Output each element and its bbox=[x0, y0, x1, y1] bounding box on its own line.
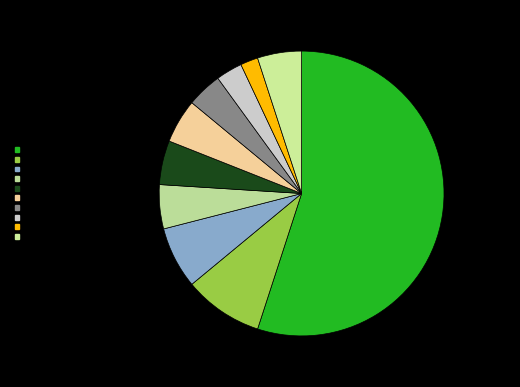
Wedge shape bbox=[257, 51, 302, 194]
Wedge shape bbox=[169, 103, 302, 194]
Wedge shape bbox=[164, 194, 302, 284]
Wedge shape bbox=[192, 194, 302, 329]
Wedge shape bbox=[192, 78, 302, 194]
Wedge shape bbox=[257, 51, 444, 336]
Legend: , , , , , , , , , : , , , , , , , , , bbox=[14, 147, 21, 240]
Wedge shape bbox=[218, 65, 302, 194]
Wedge shape bbox=[159, 185, 302, 229]
Wedge shape bbox=[241, 58, 302, 194]
Wedge shape bbox=[160, 141, 302, 194]
